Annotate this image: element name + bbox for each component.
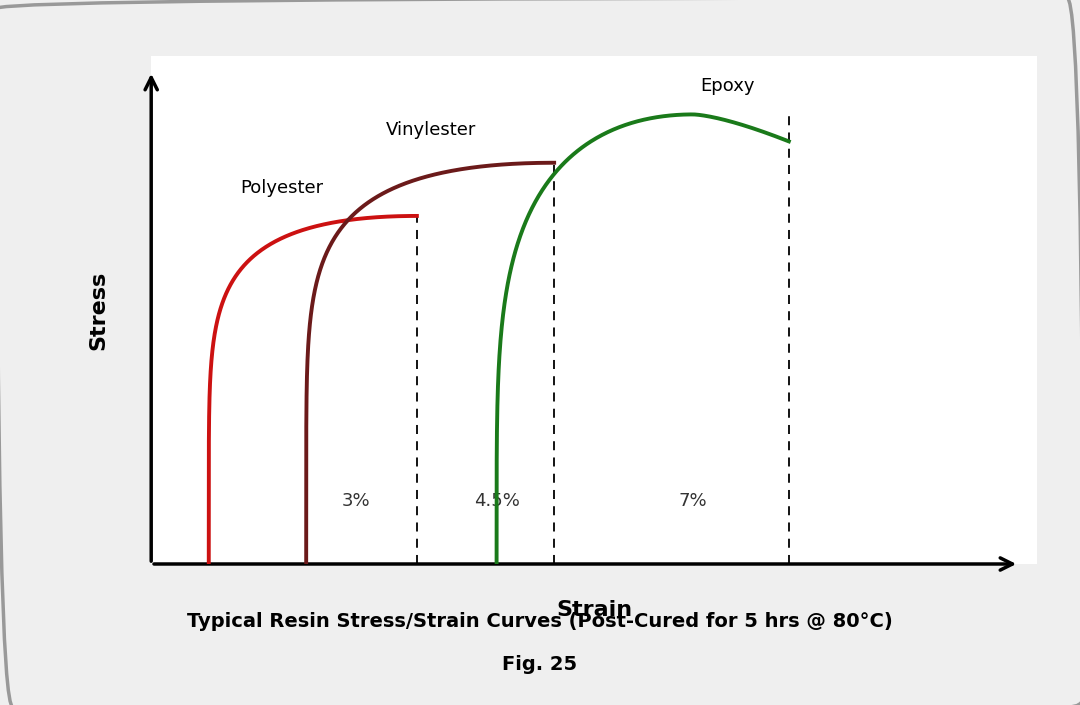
Text: Typical Resin Stress/Strain Curves (Post-Cured for 5 hrs @ 80°C): Typical Resin Stress/Strain Curves (Post… xyxy=(187,613,893,631)
Text: 3%: 3% xyxy=(341,492,370,510)
Text: 7%: 7% xyxy=(678,492,706,510)
Text: Stress: Stress xyxy=(89,271,108,350)
Text: Strain: Strain xyxy=(556,599,632,620)
Text: Epoxy: Epoxy xyxy=(700,77,755,95)
Text: Fig. 25: Fig. 25 xyxy=(502,655,578,673)
Text: Polyester: Polyester xyxy=(240,178,323,197)
Text: 4.5%: 4.5% xyxy=(474,492,521,510)
Text: Vinylester: Vinylester xyxy=(386,121,476,139)
